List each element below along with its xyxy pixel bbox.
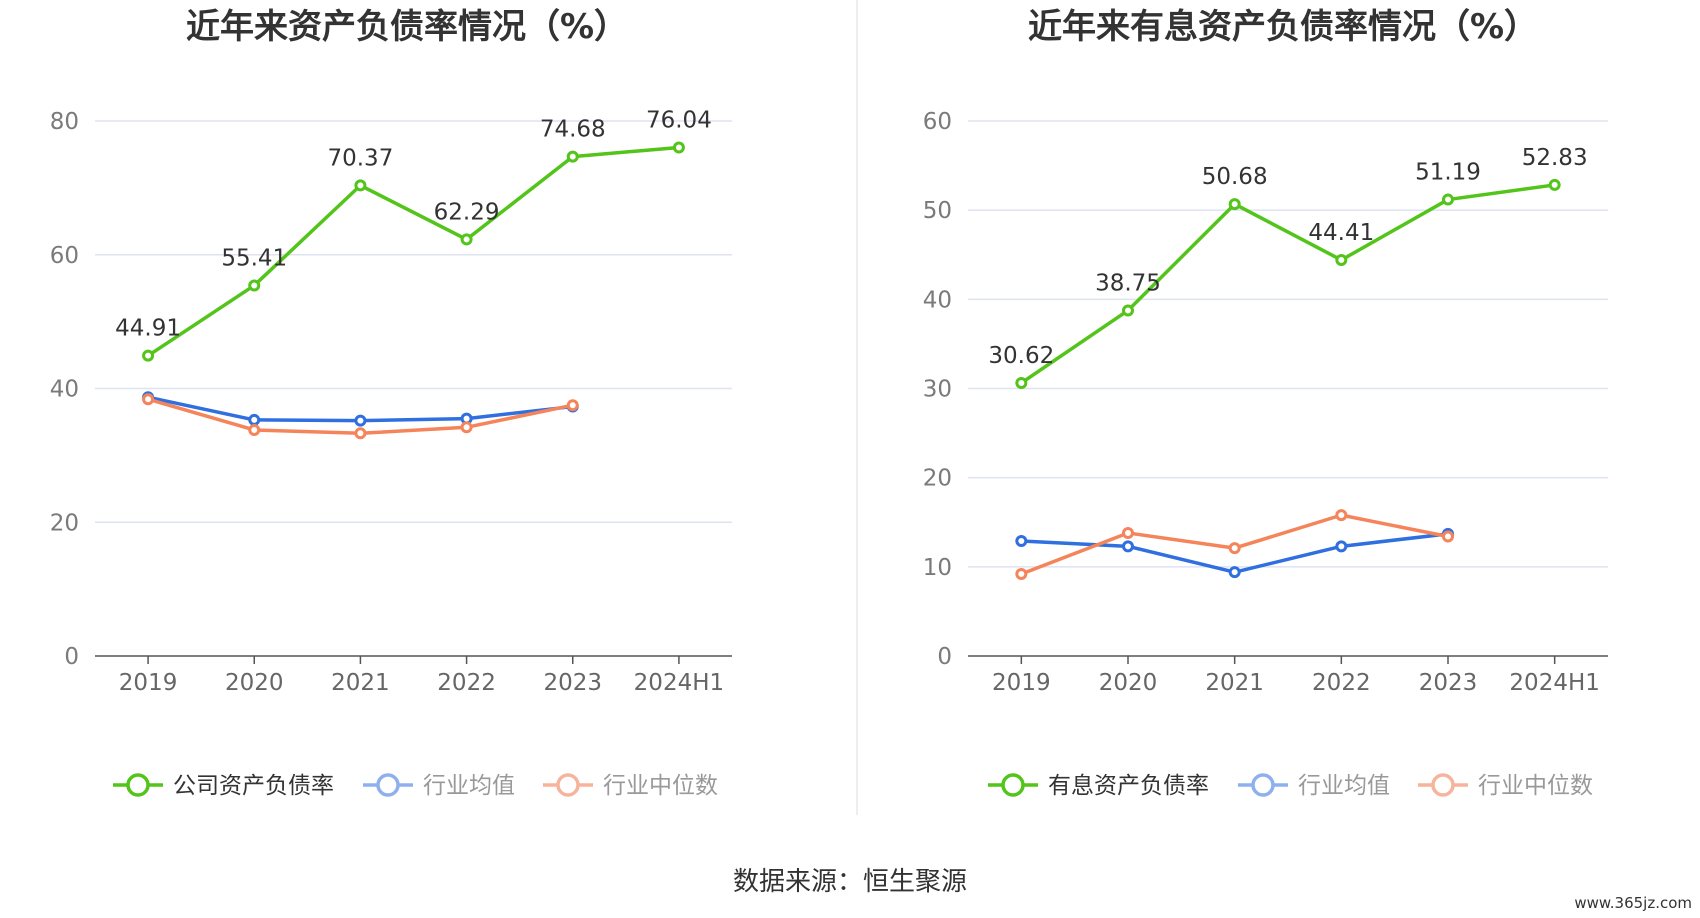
data-label: 52.83 xyxy=(1522,145,1588,171)
y-tick-label: 10 xyxy=(923,555,952,581)
legend-swatch-marker xyxy=(376,773,400,797)
data-label: 62.29 xyxy=(434,199,500,225)
chart-title: 近年来资产负债率情况（%） xyxy=(186,7,628,47)
data-point xyxy=(1122,526,1134,539)
data-point xyxy=(248,279,261,292)
y-tick-label: 80 xyxy=(50,109,79,135)
legend-swatch-marker xyxy=(1251,773,1275,797)
legend-swatch-marker xyxy=(556,773,580,797)
x-tick-label: 2024H1 xyxy=(1509,670,1599,696)
legend-label: 有息资产负债率 xyxy=(1048,773,1209,799)
series-line xyxy=(147,145,680,358)
data-point xyxy=(354,414,367,427)
data-point xyxy=(1548,178,1561,191)
data-point xyxy=(354,179,367,192)
data-point xyxy=(1335,509,1348,522)
legend-label: 行业中位数 xyxy=(1478,773,1593,799)
y-tick-label: 40 xyxy=(50,377,79,403)
y-tick-label: 50 xyxy=(923,198,952,224)
data-point xyxy=(460,421,473,434)
x-tick-label: 2023 xyxy=(1419,670,1478,696)
data-point xyxy=(1442,193,1454,206)
chart-right: 近年来有息资产负债率情况（%） 0 10 20 30 40 50 60 2019 2020 2021… xyxy=(923,7,1608,799)
data-point xyxy=(248,423,261,436)
data-point xyxy=(248,413,261,426)
data-point xyxy=(1015,376,1028,389)
y-tick-label: 60 xyxy=(50,243,79,269)
legend-swatch-marker xyxy=(1431,773,1455,797)
y-tick-label: 20 xyxy=(923,466,952,492)
data-point xyxy=(672,141,685,154)
x-tick-label: 2021 xyxy=(331,670,390,696)
chart-title: 近年来有息资产负债率情况（%） xyxy=(1028,7,1538,47)
x-tick-label: 2019 xyxy=(992,670,1051,696)
data-label: 76.04 xyxy=(646,107,712,133)
legend-label: 行业中位数 xyxy=(603,773,718,799)
data-point xyxy=(1442,530,1454,543)
data-point xyxy=(566,150,579,163)
y-tick-label: 40 xyxy=(923,287,952,313)
data-point xyxy=(142,349,155,362)
data-point xyxy=(566,399,579,412)
y-tick-label: 20 xyxy=(50,510,79,536)
x-tick-label: 2022 xyxy=(1312,670,1371,696)
data-source-label: 数据来源：恒生聚源 xyxy=(733,867,967,897)
data-point xyxy=(354,427,367,440)
data-point xyxy=(1015,567,1028,580)
x-tick-label: 2021 xyxy=(1205,670,1264,696)
data-point xyxy=(1122,540,1134,553)
y-tick-label: 60 xyxy=(923,109,952,135)
legend-swatch-marker xyxy=(1001,773,1025,797)
data-label: 74.68 xyxy=(540,117,606,143)
y-tick-label: 0 xyxy=(937,644,952,670)
data-point xyxy=(142,393,155,406)
x-tick-label: 2020 xyxy=(225,670,284,696)
x-tick-label: 2019 xyxy=(119,670,178,696)
data-point xyxy=(460,233,473,246)
y-tick-label: 30 xyxy=(923,377,952,403)
data-point xyxy=(1015,534,1028,547)
data-point xyxy=(1335,540,1348,553)
x-tick-label: 2022 xyxy=(437,670,496,696)
legend-label: 行业均值 xyxy=(423,773,515,799)
data-point xyxy=(1228,198,1241,211)
x-tick-label: 2020 xyxy=(1099,670,1158,696)
legend-label: 行业均值 xyxy=(1298,773,1390,799)
data-label: 30.62 xyxy=(988,343,1054,369)
series-line xyxy=(1020,183,1555,385)
data-label: 44.91 xyxy=(115,316,181,342)
legend-label: 公司资产负债率 xyxy=(173,773,334,799)
data-point xyxy=(1228,542,1241,555)
chart-left: 近年来资产负债率情况（%） 0 20 40 60 80 2019 2020 2021 2022 20… xyxy=(50,7,732,799)
y-tick-label: 0 xyxy=(64,644,79,670)
data-label: 55.41 xyxy=(221,245,287,271)
data-point xyxy=(1228,566,1241,579)
data-label: 70.37 xyxy=(327,145,393,171)
data-label: 50.68 xyxy=(1202,164,1268,190)
data-label: 51.19 xyxy=(1415,160,1481,186)
x-tick-label: 2023 xyxy=(543,670,602,696)
watermark-text: www.365jz.com xyxy=(1574,894,1692,912)
data-label: 44.41 xyxy=(1308,220,1374,246)
legend-swatch-marker xyxy=(126,773,150,797)
x-tick-label: 2024H1 xyxy=(634,670,724,696)
data-point xyxy=(1122,304,1134,317)
data-label: 38.75 xyxy=(1095,270,1161,296)
data-point xyxy=(1335,254,1348,267)
